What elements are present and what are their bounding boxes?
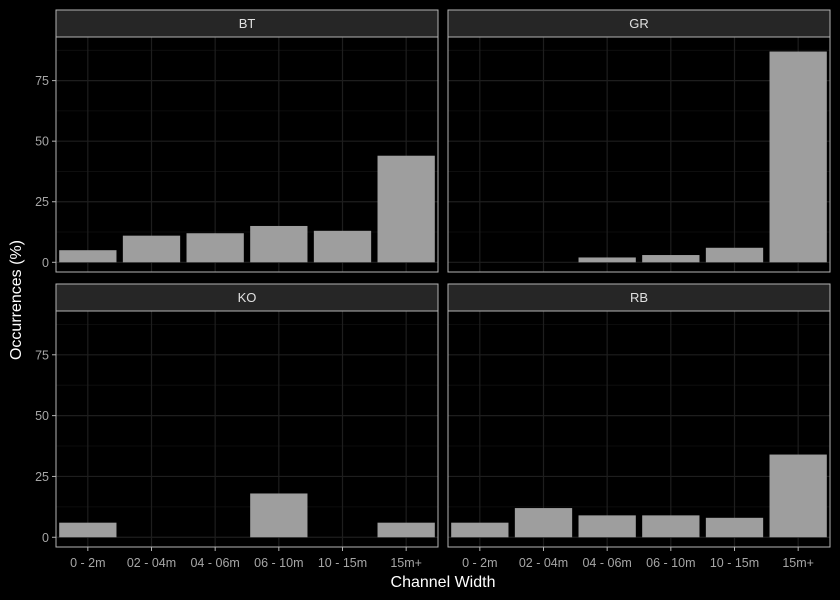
facet-strip	[55, 283, 439, 312]
y-tick-label: 75	[35, 348, 49, 362]
facet-strip-label: BT	[239, 16, 256, 31]
x-axis-ticks: 0 - 2m 02 - 04m 04 - 06m 06 - 10m 10 - 15m 15…	[70, 547, 814, 570]
x-tick-label: 15m+	[390, 556, 422, 570]
y-tick-label: 50	[35, 135, 49, 149]
panel-border	[55, 36, 439, 273]
facet-panel-gr: GR	[447, 9, 831, 273]
bar-bt-1	[122, 235, 181, 263]
x-tick-label: 02 - 04m	[519, 556, 568, 570]
y-tick-label: 0	[42, 256, 49, 270]
x-tick-label: 0 - 2m	[462, 556, 497, 570]
x-axis-title: Channel Width	[391, 574, 496, 591]
facet-strip	[447, 283, 831, 312]
bar-rb-2	[578, 515, 636, 538]
bar-gr-4	[705, 247, 764, 263]
bar-rb-4	[705, 517, 764, 538]
x-tick-label: 04 - 06m	[190, 556, 239, 570]
x-tick-label: 10 - 15m	[710, 556, 759, 570]
panel-background	[56, 311, 438, 547]
facet-strip-label: KO	[238, 290, 257, 305]
bar-bt-2	[186, 233, 244, 263]
facets: BT 0 25 50 75 GR KO 0 25 50 75 RB	[35, 9, 831, 548]
panel-background	[448, 37, 830, 272]
x-tick-label: 06 - 10m	[254, 556, 303, 570]
panel-border	[447, 310, 831, 548]
bar-rb-0	[451, 522, 509, 538]
x-tick-label: 10 - 15m	[318, 556, 367, 570]
bar-rb-5	[769, 454, 827, 538]
bar-rb-3	[642, 515, 700, 538]
x-tick-label: 04 - 06m	[582, 556, 631, 570]
bar-bt-0	[59, 250, 117, 263]
panel-border	[447, 36, 831, 273]
y-tick-label: 50	[35, 409, 49, 423]
bar-bt-4	[313, 230, 372, 263]
x-tick-label: 02 - 04m	[127, 556, 176, 570]
y-tick-label: 75	[35, 74, 49, 88]
bar-bt-5	[377, 155, 435, 263]
facet-strip	[55, 9, 439, 38]
facet-panel-ko: KO 0 25 50 75	[35, 283, 439, 548]
facet-panel-rb: RB	[447, 283, 831, 548]
x-tick-label: 06 - 10m	[646, 556, 695, 570]
facet-strip-label: GR	[629, 16, 649, 31]
y-axis-title: Occurrences (%)	[8, 240, 25, 360]
facet-strip-label: RB	[630, 290, 648, 305]
y-tick-label: 25	[35, 470, 49, 484]
bar-gr-2	[578, 257, 636, 263]
bar-bt-3	[250, 225, 308, 263]
panel-background	[56, 37, 438, 272]
facet-panel-bt: BT 0 25 50 75	[35, 9, 439, 273]
panel-background	[448, 311, 830, 547]
y-tick-label: 0	[42, 531, 49, 545]
bar-ko-3	[250, 493, 308, 538]
bar-gr-5	[769, 51, 827, 263]
y-tick-label: 25	[35, 195, 49, 209]
bar-rb-1	[514, 508, 573, 538]
x-tick-label: 15m+	[782, 556, 814, 570]
bar-gr-3	[642, 255, 700, 263]
panel-border	[55, 310, 439, 548]
x-tick-label: 0 - 2m	[70, 556, 105, 570]
bar-ko-5	[377, 522, 435, 538]
bar-ko-0	[59, 522, 117, 538]
